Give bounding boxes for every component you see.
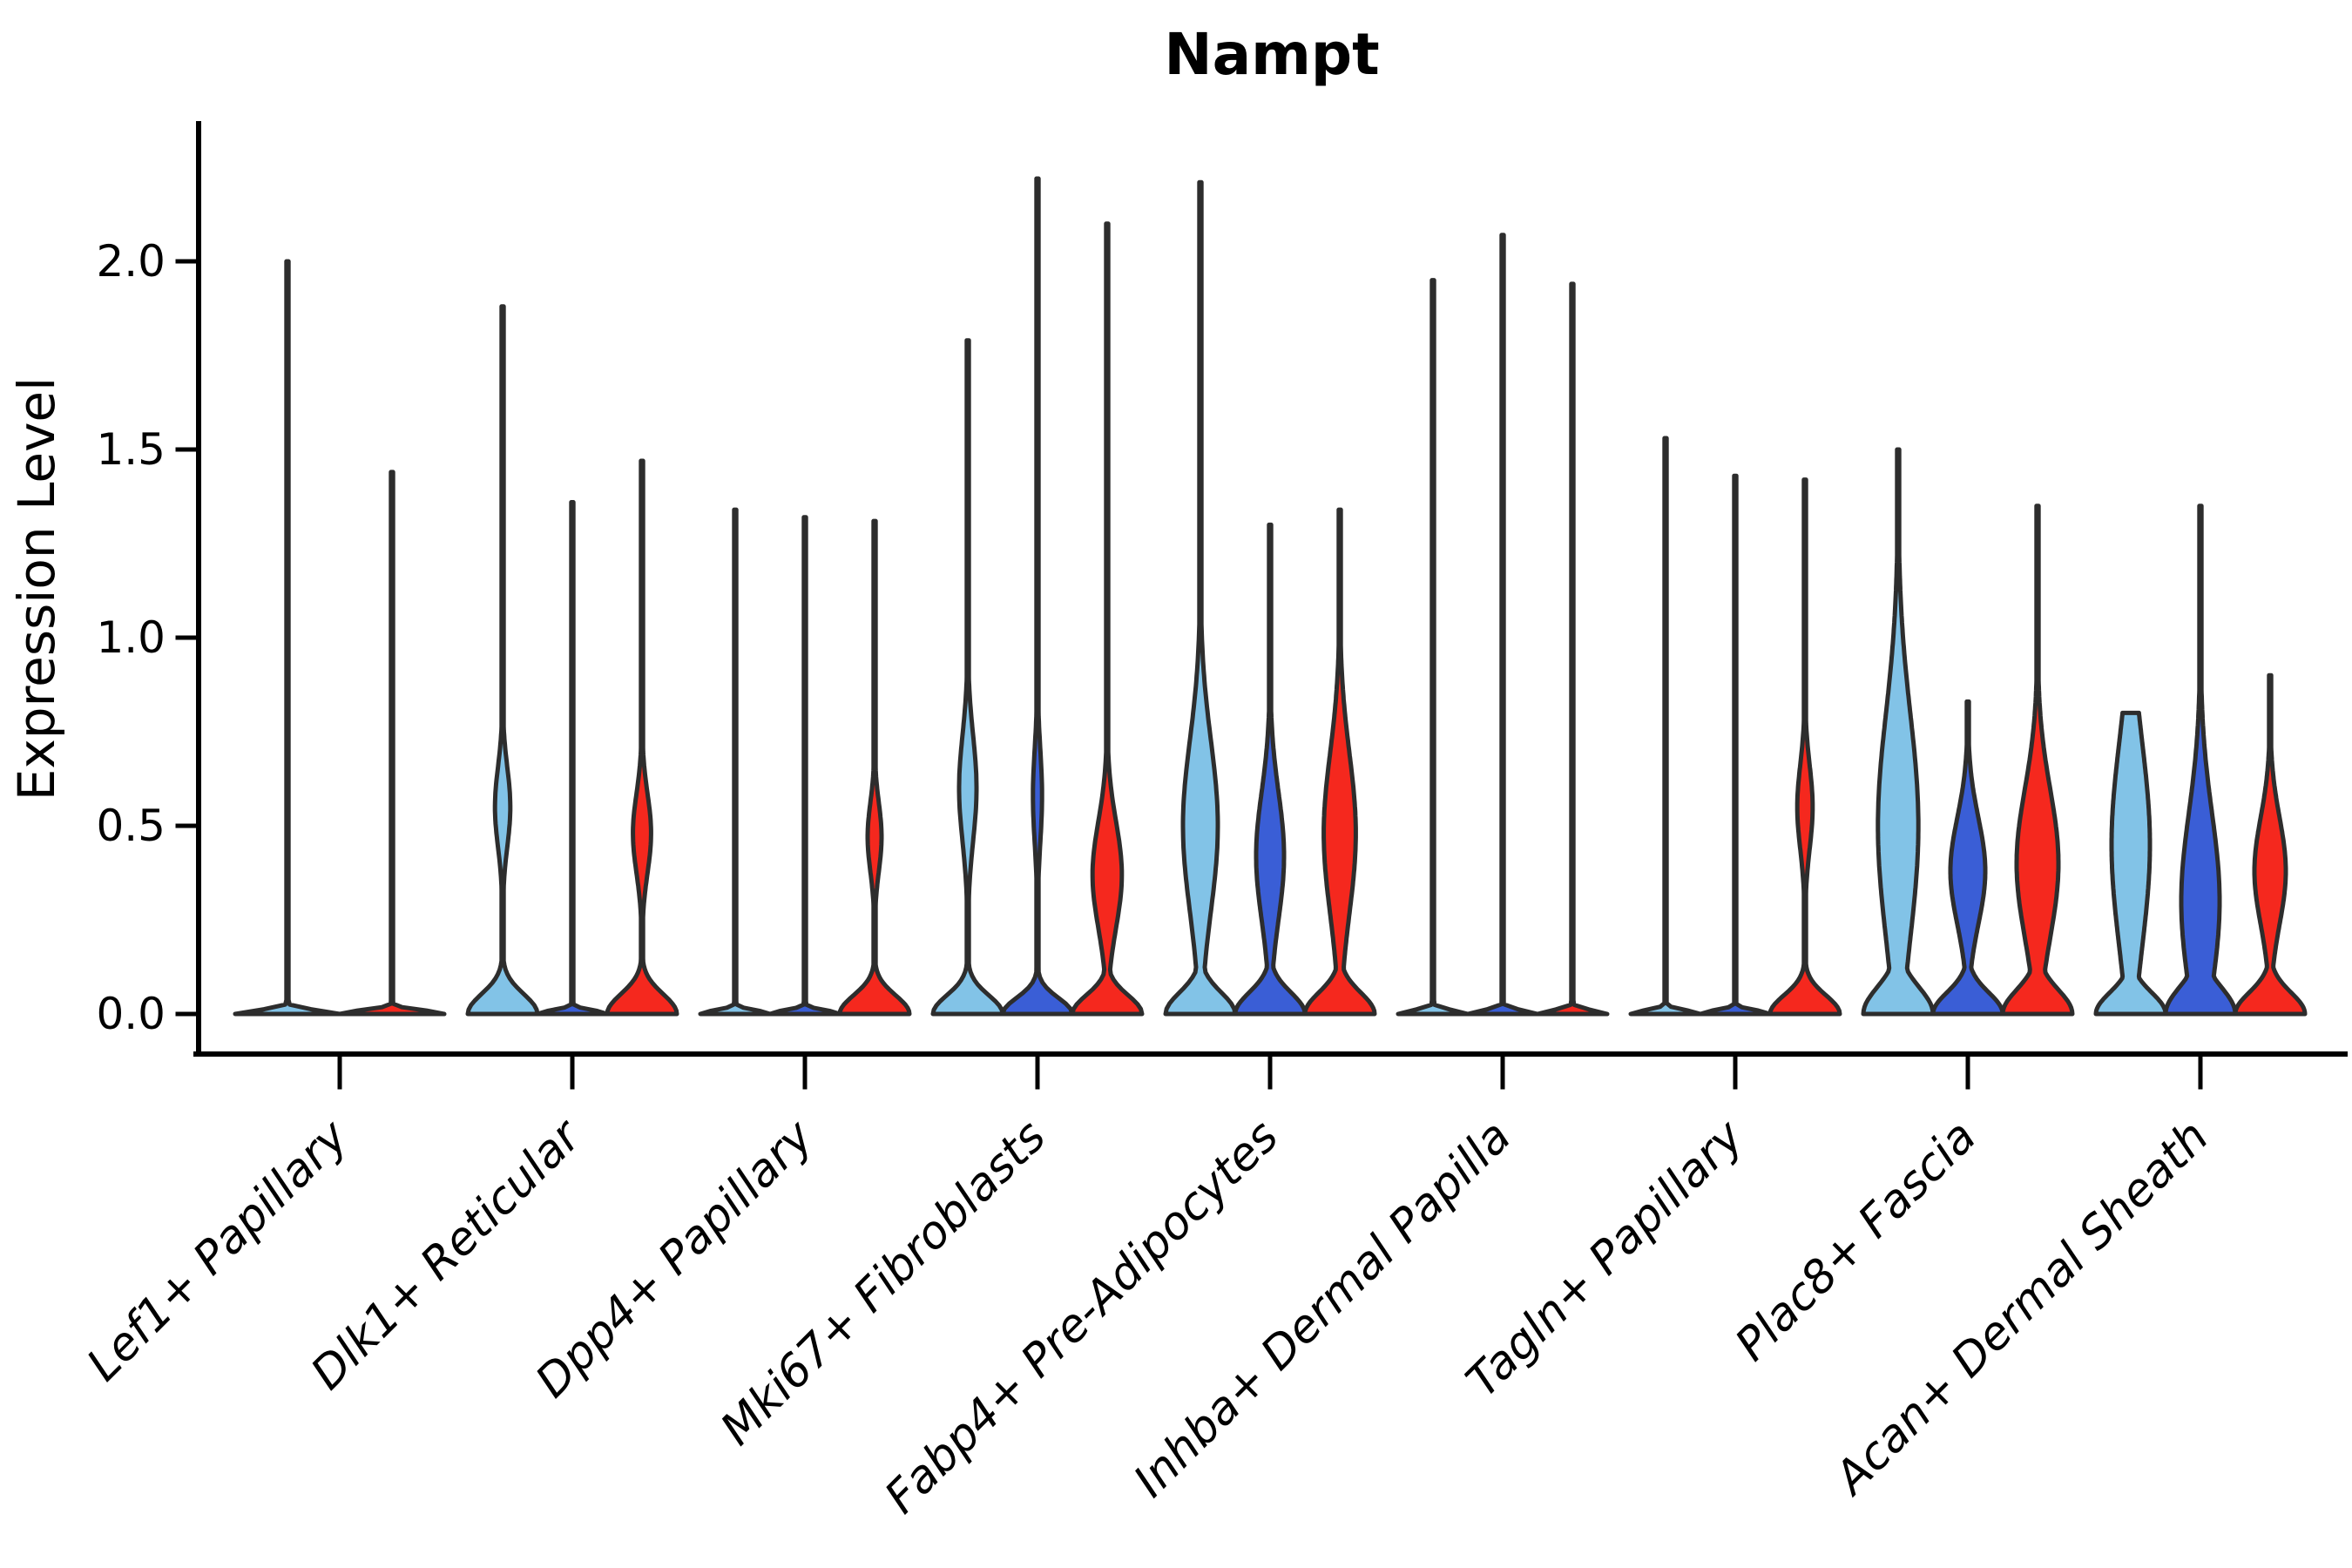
x-tick-label-acan-dermal-sheath: Acan+ Dermal Sheath [1823,1111,2219,1506]
y-tick-label: 0.0 [96,989,166,1039]
violin-acan-dermal-sheath-darkblue [2163,504,2238,1017]
violin-mki67-fibroblasts-red [1070,221,1145,1017]
violin-dlk1-reticular-lightblue [465,304,540,1017]
plot-title: Nampt [1164,21,1379,88]
y-tick-label: 1.5 [96,424,166,475]
violin-acan-dermal-sheath-lightblue [2093,710,2168,1017]
violin-plac8-fascia-lightblue [1861,447,1936,1017]
violin-mki67-fibroblasts-lightblue [930,338,1005,1017]
violin-fabp4-pre-adipocytes-red [1302,507,1377,1017]
y-tick-label: 0.5 [96,801,166,851]
y-tick-label: 2.0 [96,236,166,287]
violin-lef1-papillary-lightblue [233,259,342,1017]
violin-dpp4-papillary-lightblue [698,507,773,1017]
violin-lef1-papillary-red [337,470,447,1017]
violin-fabp4-pre-adipocytes-lightblue [1163,179,1238,1017]
y-tick-label: 1.0 [96,612,166,663]
violin-tagln-papillary-darkblue [1698,473,1773,1017]
x-tick-label-fabp4-pre-adipocytes: Fabp4+ Pre-Adipocytes [875,1111,1289,1524]
violin-tagln-papillary-red [1767,477,1842,1017]
violin-tagln-papillary-lightblue [1628,436,1703,1017]
violin-inhba-dermal-papilla-red [1535,281,1610,1017]
x-tick-label-plac8-fascia: Plac8+ Fascia [1726,1111,1986,1371]
violin-fabp4-pre-adipocytes-darkblue [1233,522,1308,1017]
violin-inhba-dermal-papilla-darkblue [1465,233,1540,1017]
violin-plac8-fascia-red [2000,504,2075,1017]
violin-dpp4-papillary-red [837,518,912,1017]
violin-dlk1-reticular-red [605,458,679,1017]
x-tick-label-inhba-dermal-papilla: Inhba+ Dermal Papilla [1124,1111,1521,1508]
violins-layer [233,176,2308,1017]
violin-plac8-fascia-darkblue [1930,699,2005,1017]
y-axis-label: Expression Level [7,377,66,801]
violin-inhba-dermal-papilla-lightblue [1396,278,1470,1017]
violin-dpp4-papillary-darkblue [767,515,842,1017]
violin-mki67-fibroblasts-darkblue [1000,176,1075,1017]
violin-dlk1-reticular-darkblue [535,500,610,1017]
violin-acan-dermal-sheath-red [2233,672,2308,1017]
